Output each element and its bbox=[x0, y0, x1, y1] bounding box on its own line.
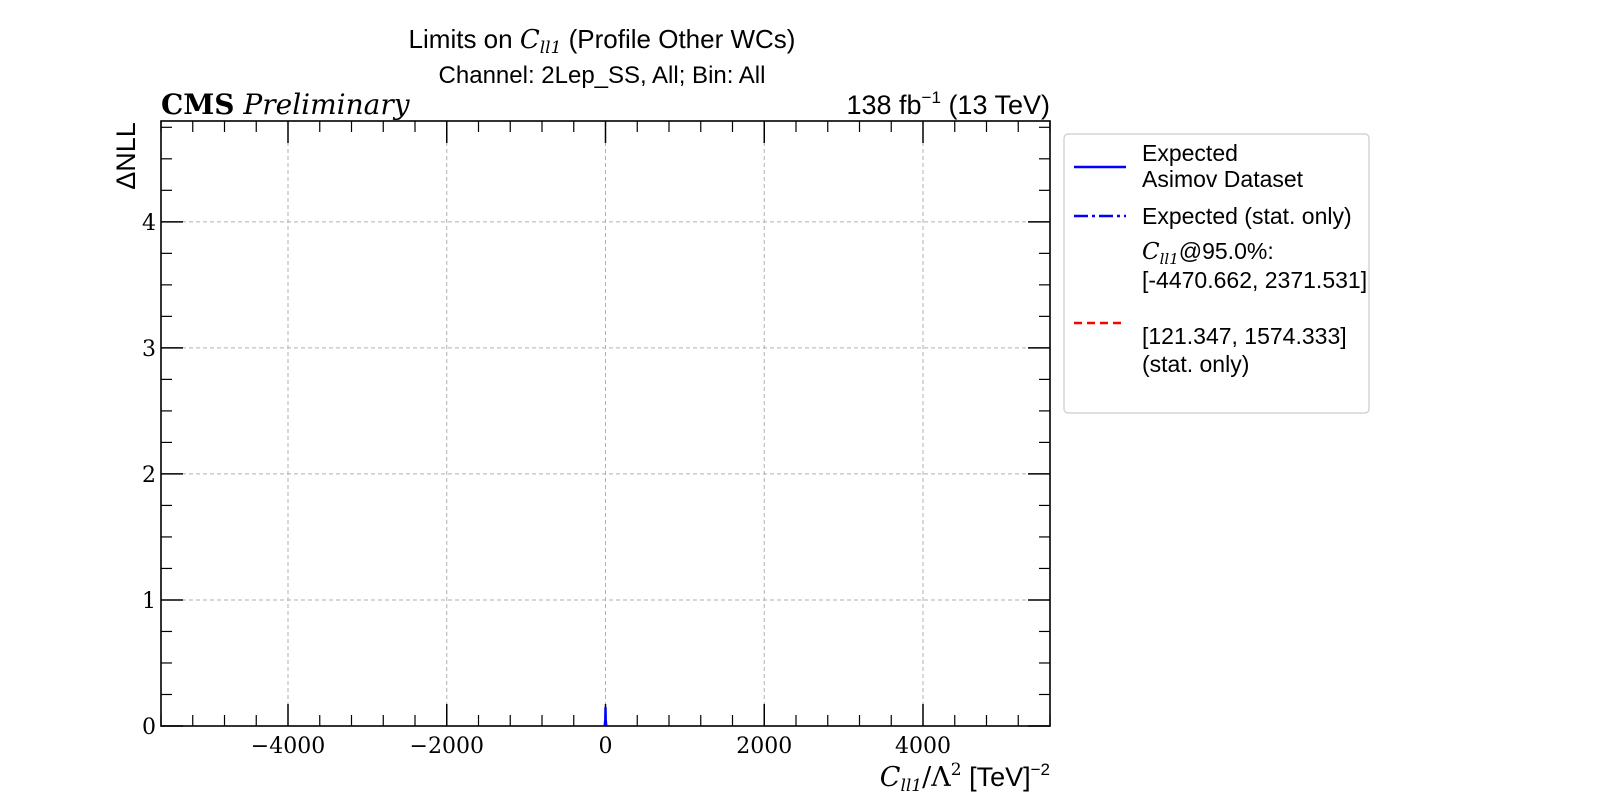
y-tick-label: 1 bbox=[142, 589, 156, 614]
legend: Expected Asimov Dataset Expected (stat. … bbox=[1063, 133, 1370, 414]
series-line-expected bbox=[603, 707, 608, 727]
legend-observed-stat-interval: [121.347, 1574.333] bbox=[1142, 323, 1347, 349]
chart-title-line2: Channel: 2Lep_SS, All; Bin: All bbox=[439, 62, 766, 89]
legend-label-expected-line2: Asimov Dataset bbox=[1142, 166, 1304, 192]
tick-labels: −4000 −2000 0 2000 4000 0 1 2 3 4 bbox=[142, 211, 951, 759]
experiment-label: CMS Preliminary bbox=[161, 88, 411, 121]
x-tick-label: 2000 bbox=[736, 734, 792, 759]
y-tick-label: 4 bbox=[142, 211, 156, 236]
legend-label-expected-stat: Expected (stat. only) bbox=[1142, 203, 1352, 229]
y-axis-label: ΔNLL bbox=[111, 122, 141, 190]
legend-box bbox=[1063, 133, 1370, 414]
chart-title-line1: Limits on Cll1 (Profile Other WCs) bbox=[409, 24, 796, 58]
x-tick-label: −2000 bbox=[410, 734, 484, 759]
x-tick-label: −4000 bbox=[251, 734, 325, 759]
data-series bbox=[603, 707, 608, 727]
legend-limits-interval: [-4470.662, 2371.531] bbox=[1142, 267, 1367, 293]
y-tick-label: 2 bbox=[142, 463, 156, 488]
y-tick-label: 0 bbox=[142, 715, 156, 740]
x-tick-label: 0 bbox=[599, 734, 613, 759]
x-axis-label: Cll1/Λ2 [TeV]−2 bbox=[880, 760, 1050, 796]
y-tick-label: 3 bbox=[142, 337, 156, 362]
grid-lines bbox=[161, 121, 1050, 726]
luminosity-label: 138 fb−1 (13 TeV) bbox=[846, 88, 1050, 120]
x-tick-label: 4000 bbox=[895, 734, 951, 759]
legend-observed-stat-note: (stat. only) bbox=[1142, 351, 1249, 377]
plot-frame bbox=[160, 120, 1051, 727]
legend-limits-header: Cll1@95.0%: bbox=[1142, 238, 1274, 268]
legend-label-expected-line1: Expected bbox=[1142, 140, 1238, 166]
